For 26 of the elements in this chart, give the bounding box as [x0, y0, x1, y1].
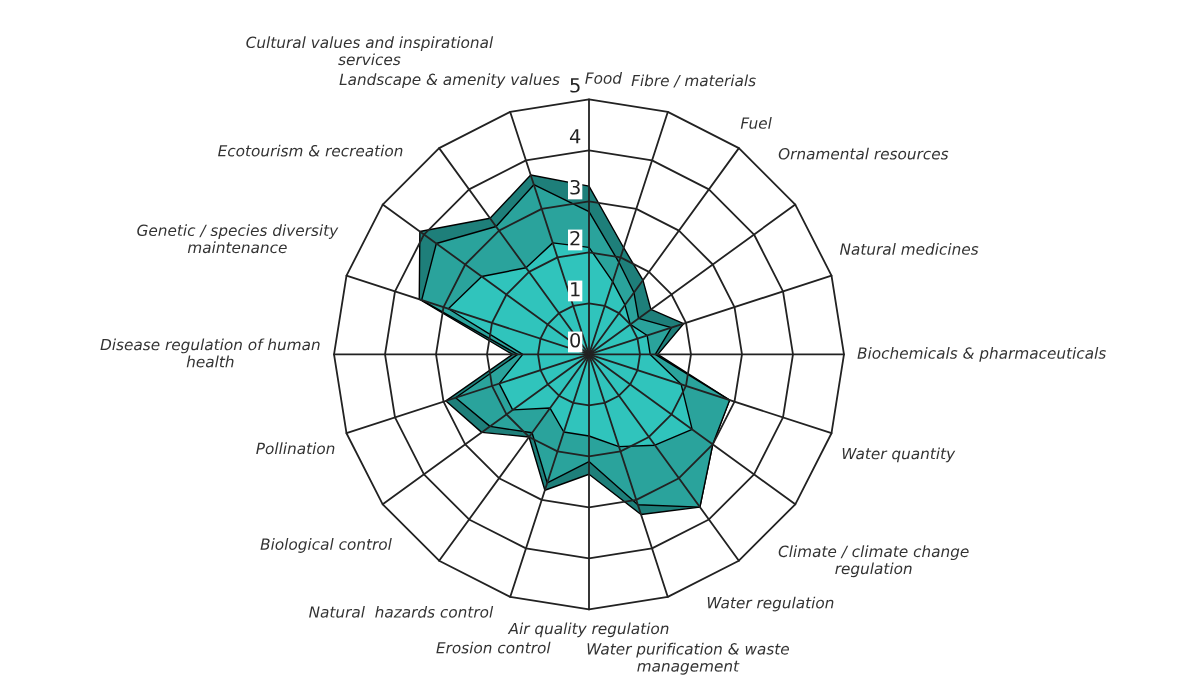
y-tick-label: 5 — [570, 78, 580, 93]
spoke-label: Water quantity — [842, 447, 956, 463]
spoke-label: Ecotourism & recreation — [218, 144, 403, 157]
spoke-label: Fuel — [740, 117, 772, 129]
spoke-label: Air quality regulation — [507, 622, 669, 638]
y-tick-label: 1 — [571, 282, 580, 297]
spoke-label: Biochemicals & pharmaceuticals — [857, 347, 1106, 362]
spoke-label: Pollination — [256, 442, 335, 455]
y-tick-label: 0 — [570, 332, 581, 348]
spoke-label: Biological control — [260, 538, 392, 553]
y-tick-label: 3 — [570, 179, 580, 195]
spoke-label: Fibre / materials — [631, 74, 756, 88]
spoke-label: Water purification & waste management — [587, 642, 789, 675]
spoke-label: Landscape & amenity values — [339, 73, 560, 89]
spoke-label: Cultural values and inspirational services — [246, 36, 494, 66]
spoke-label: Genetic / species diversity maintenance — [137, 224, 339, 254]
spoke-label: Food — [585, 72, 623, 84]
spoke-label: Disease regulation of human health — [100, 338, 320, 368]
spoke-label: Climate / climate change regulation — [778, 545, 969, 578]
y-tick-label: 2 — [570, 230, 580, 246]
spoke-label: Water regulation — [707, 596, 834, 612]
spoke-label: Natural hazards control — [309, 605, 494, 618]
spoke-label: Ornamental resources — [778, 147, 949, 160]
y-tick-label: 4 — [569, 129, 581, 144]
spoke-label: Erosion control — [436, 641, 551, 654]
spoke-label: Natural medicines — [839, 243, 979, 255]
